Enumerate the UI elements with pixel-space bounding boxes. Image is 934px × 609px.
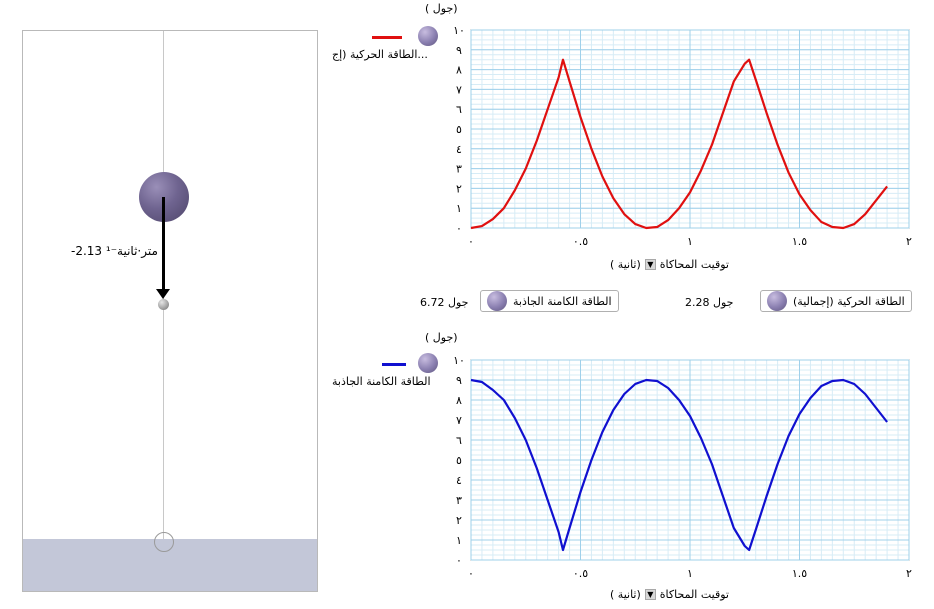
kinetic-energy-readout: الطاقة الحركية (إجمالية) xyxy=(760,290,912,312)
bottom-x-axis-title: ( ثانية) ▼ توقيت المحاكاة xyxy=(610,588,729,601)
bottom-chart-y-tick-label: ٩ xyxy=(456,374,462,387)
arrow-handle[interactable] xyxy=(158,299,169,310)
top-x-axis-unit: ( ثانية) xyxy=(610,258,641,271)
bottom-chart-y-tick-label: ٧ xyxy=(456,414,462,427)
bottom-chart-y-tick-label: ١٠ xyxy=(453,354,465,367)
chevron-down-icon[interactable]: ▼ xyxy=(644,259,656,270)
kinetic-ball-icon xyxy=(767,291,787,311)
bottom-chart-series-line xyxy=(470,378,888,552)
top-chart-x-tick-label: ١.٥ xyxy=(792,235,807,248)
bottom-legend-line xyxy=(382,363,406,366)
potential-ball-icon xyxy=(487,291,507,311)
top-chart-y-tick-label: ٥ xyxy=(456,123,462,136)
bottom-chart-y-tick-label: ٨ xyxy=(456,394,462,407)
top-chart-x-tick-label: ٢ xyxy=(906,235,912,248)
velocity-label: -2.13 متر·ثانية⁻¹ xyxy=(71,244,158,258)
potential-energy-value: 6.72 جول xyxy=(420,296,469,309)
chevron-down-icon[interactable]: ▼ xyxy=(644,589,656,600)
bottom-chart-x-tick-label: ١.٥ xyxy=(792,567,807,580)
potential-energy-readout: الطاقة الكامنة الجاذبة xyxy=(480,290,619,312)
pendulum-rod xyxy=(163,31,164,591)
top-energy-chart[interactable]: ٠ ١ ٢ ٣ ٤ ٥ ٦ ٧ ٨ ٩ ١٠ ٠ ٠.٥ ١ ١.٥ ٢ xyxy=(445,22,915,252)
top-chart-y-tick-label: ٩ xyxy=(456,44,462,57)
top-chart-y-tick-label: ٧ xyxy=(456,83,462,96)
potential-energy-label: الطاقة الكامنة الجاذبة xyxy=(513,294,612,308)
pivot-ring xyxy=(154,532,174,552)
top-chart-y-tick-label: ٠ xyxy=(456,222,462,235)
top-x-axis-title: ( ثانية) ▼ توقيت المحاكاة xyxy=(610,258,729,271)
bottom-chart-unit-label: ( جول) xyxy=(425,331,458,344)
top-chart-series-line xyxy=(470,58,888,230)
velocity-arrow-head xyxy=(156,289,170,299)
bottom-chart-y-tick-label: ٤ xyxy=(456,474,462,487)
bottom-legend-label: الطاقة الكامنة الجاذبة xyxy=(332,375,431,388)
top-chart-unit-label: ( جول) xyxy=(425,2,458,15)
top-legend-ball-icon[interactable] xyxy=(418,26,438,46)
bottom-chart-x-tick-label: ٢ xyxy=(906,567,912,580)
top-chart-y-tick-label: ١ xyxy=(456,202,462,215)
bottom-chart-x-tick-label: ٠.٥ xyxy=(573,567,588,580)
top-chart-x-tick-label: ١ xyxy=(687,235,693,248)
bottom-chart-x-tick-label: ١ xyxy=(687,567,693,580)
top-legend-line xyxy=(372,36,402,39)
top-chart-y-tick-label: ٦ xyxy=(456,103,462,116)
bottom-chart-x-tick-label: ٠ xyxy=(468,567,474,580)
top-chart-y-tick-label: ٢ xyxy=(456,182,462,195)
top-chart-x-tick-label: ٠ xyxy=(468,235,474,248)
bottom-chart-y-tick-label: ٣ xyxy=(456,494,462,507)
bottom-chart-y-tick-label: ٥ xyxy=(456,454,462,467)
bottom-chart-y-tick-label: ١ xyxy=(456,534,462,547)
bottom-legend-ball-icon[interactable] xyxy=(418,353,438,373)
top-legend-label: الطاقة الحركية (إج... xyxy=(332,48,428,61)
top-chart-y-tick-label: ٨ xyxy=(456,64,462,77)
bottom-chart-y-tick-label: ٢ xyxy=(456,514,462,527)
bottom-x-axis-label: توقيت المحاكاة xyxy=(659,588,729,601)
top-chart-x-tick-label: ٠.٥ xyxy=(573,235,588,248)
kinetic-energy-value: 2.28 جول xyxy=(685,296,734,309)
bottom-chart-y-tick-label: ٠ xyxy=(456,554,462,567)
bottom-energy-chart[interactable]: ٠ ١ ٢ ٣ ٤ ٥ ٦ ٧ ٨ ٩ ١٠ ٠ ٠.٥ ١ ١.٥ ٢ xyxy=(445,352,915,584)
top-chart-y-tick-label: ٣ xyxy=(456,163,462,176)
top-chart-y-tick-label: ١٠ xyxy=(453,24,465,37)
bottom-x-axis-unit: ( ثانية) xyxy=(610,588,641,601)
top-chart-y-tick-label: ٤ xyxy=(456,143,462,156)
pendulum-simulation-panel[interactable]: -2.13 متر·ثانية⁻¹ xyxy=(22,30,318,592)
kinetic-energy-label: الطاقة الحركية (إجمالية) xyxy=(793,294,905,308)
top-x-axis-label: توقيت المحاكاة xyxy=(659,258,729,271)
velocity-arrow xyxy=(162,197,165,293)
bottom-chart-y-tick-label: ٦ xyxy=(456,434,462,447)
